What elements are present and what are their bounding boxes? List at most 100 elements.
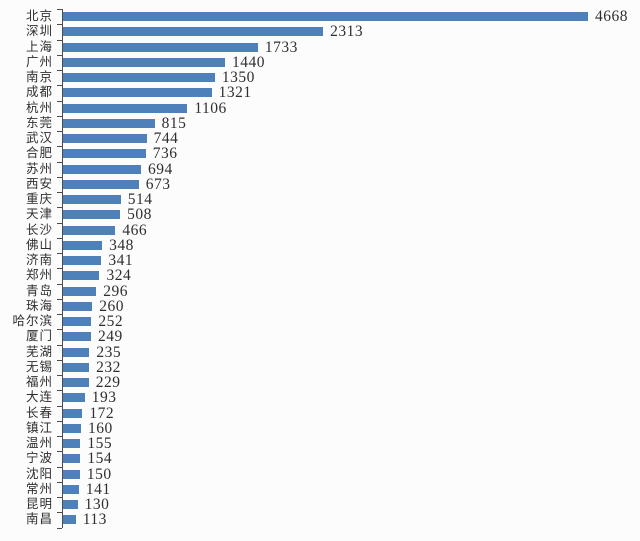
category-label: 青岛	[25, 283, 53, 298]
axis-tick	[57, 24, 62, 26]
axis-tick	[57, 253, 62, 254]
value-label: 229	[95, 374, 121, 391]
bar	[63, 439, 81, 449]
value-label: 252	[98, 313, 124, 330]
value-label: 466	[122, 221, 148, 239]
category-label: 镇江	[25, 420, 53, 435]
value-label: 172	[89, 404, 115, 422]
axis-tick	[57, 54, 62, 56]
axis-tick	[57, 237, 62, 239]
chart-row: 哈尔滨 252	[0, 313, 640, 330]
bar	[63, 347, 90, 357]
axis-tick	[57, 359, 62, 361]
chart-row: 镇江 160	[0, 419, 640, 437]
chart-row: 常州 141	[0, 481, 640, 497]
bar	[63, 88, 212, 98]
axis-tick	[57, 131, 62, 132]
bar	[63, 256, 102, 266]
axis-tick	[57, 497, 62, 498]
bar	[63, 12, 588, 22]
chart-row: 珠海 260	[0, 297, 640, 315]
value-label: 2313	[330, 23, 364, 41]
category-label: 长春	[25, 405, 53, 420]
axis-tick	[57, 207, 62, 209]
value-label: 514	[127, 191, 153, 208]
category-label: 杭州	[25, 100, 53, 115]
axis-tick	[57, 100, 62, 102]
value-label: 673	[145, 175, 171, 193]
category-label: 佛山	[25, 237, 53, 252]
bar	[63, 27, 324, 37]
chart-row: 福州 229	[0, 374, 640, 391]
value-label: 113	[82, 511, 107, 529]
axis-tick	[57, 527, 62, 529]
axis-tick	[57, 115, 62, 117]
bar	[63, 423, 81, 433]
value-label: 736	[152, 145, 178, 163]
category-label: 上海	[25, 39, 53, 54]
value-label: 4668	[595, 8, 628, 25]
chart-row: 无锡 232	[0, 359, 640, 375]
axis-tick	[57, 436, 62, 437]
value-label: 160	[87, 419, 113, 437]
axis-tick	[57, 192, 62, 193]
category-label: 南昌	[25, 512, 53, 527]
category-label: 北京	[25, 9, 53, 23]
category-label: 厦门	[25, 329, 53, 344]
category-label: 福州	[25, 375, 53, 389]
bar	[63, 454, 81, 464]
bar	[63, 134, 147, 144]
chart-row: 沈阳 150	[0, 466, 640, 482]
bar	[63, 73, 215, 83]
category-label: 苏州	[25, 161, 53, 176]
chart-row: 南京 1350	[0, 70, 640, 86]
chart-row: 南昌 113	[0, 511, 640, 529]
chart-row: 济南 341	[0, 253, 640, 269]
axis-tick	[57, 70, 62, 71]
bar	[63, 179, 139, 189]
value-label: 155	[87, 435, 113, 452]
bar	[63, 500, 78, 510]
bar	[63, 484, 79, 494]
value-label: 154	[87, 450, 113, 468]
category-label: 无锡	[25, 359, 53, 374]
axis-tick	[57, 39, 62, 41]
value-label: 260	[99, 297, 124, 315]
bar	[63, 57, 225, 67]
value-label: 193	[91, 389, 117, 407]
category-label: 西安	[25, 176, 53, 191]
category-label: 成都	[25, 85, 53, 100]
axis-tick	[57, 85, 62, 87]
value-label: 130	[84, 496, 110, 513]
category-label: 沈阳	[25, 466, 53, 481]
axis-tick	[57, 9, 62, 10]
chart-row: 温州 155	[0, 435, 640, 452]
category-label: 东莞	[25, 115, 53, 130]
value-label: 249	[98, 328, 123, 346]
axis-tick	[57, 390, 62, 392]
category-label: 昆明	[25, 497, 53, 511]
axis-tick	[57, 344, 62, 346]
chart-row: 杭州 1106	[0, 100, 640, 116]
value-label: 694	[148, 160, 173, 178]
axis-tick	[57, 146, 62, 148]
category-label: 天津	[25, 207, 53, 222]
axis-tick	[57, 161, 62, 163]
axis-tick	[57, 329, 62, 331]
chart-row: 郑州 324	[0, 268, 640, 284]
category-label: 南京	[25, 70, 53, 84]
bar	[63, 42, 258, 52]
chart-row: 长春 172	[0, 404, 640, 422]
bar	[63, 149, 146, 159]
chart-row: 芜湖 235	[0, 344, 640, 360]
bar	[63, 301, 93, 311]
chart-row: 深圳 2313	[0, 23, 640, 41]
chart-row: 武汉 744	[0, 131, 640, 147]
chart-row: 昆明 130	[0, 496, 640, 513]
category-label: 哈尔滨	[12, 314, 53, 328]
chart-row: 青岛 296	[0, 283, 640, 299]
chart-row: 合肥 736	[0, 145, 640, 163]
chart-row: 大连 193	[0, 389, 640, 407]
category-label: 宁波	[25, 451, 53, 466]
